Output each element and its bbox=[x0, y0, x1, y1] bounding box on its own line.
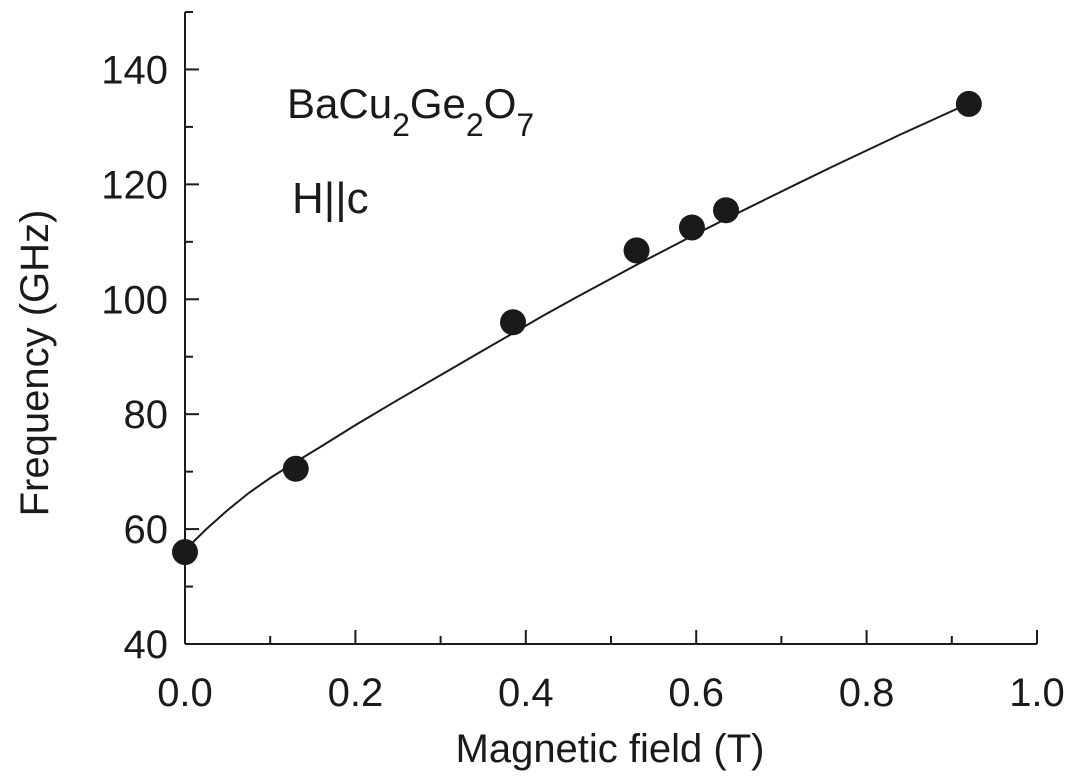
tick-labels: 0.0 0.2 0.4 0.6 0.8 1.0 40 60 80 100 120 140 bbox=[101, 48, 1065, 715]
x-tick-label: 1.0 bbox=[1009, 671, 1065, 715]
formula-subscript: 7 bbox=[516, 107, 534, 143]
y-axis-title: Frequency (GHz) bbox=[13, 210, 57, 517]
data-point bbox=[500, 309, 527, 336]
axes bbox=[184, 11, 1038, 645]
fit-curve-line bbox=[184, 102, 970, 553]
formula-element: O bbox=[484, 80, 517, 127]
formula-subscript: 2 bbox=[466, 107, 484, 143]
y-tick-label: 120 bbox=[101, 163, 168, 207]
data-point bbox=[172, 539, 198, 566]
data-point bbox=[678, 214, 705, 241]
compound-formula-label: BaCu2Ge2O7 bbox=[287, 80, 534, 143]
formula-subscript: 2 bbox=[392, 107, 410, 143]
y-tick-label: 80 bbox=[124, 393, 169, 437]
x-axis-title: Magnetic field (T) bbox=[456, 727, 765, 771]
formula-element: BaCu bbox=[287, 80, 392, 127]
data-point bbox=[713, 197, 740, 224]
data-points bbox=[172, 90, 982, 566]
field-orientation-label: H||c bbox=[292, 174, 369, 223]
formula-element: Ge bbox=[410, 80, 466, 127]
data-point bbox=[623, 237, 650, 264]
data-point bbox=[282, 455, 309, 482]
y-tick-label: 40 bbox=[124, 623, 169, 667]
y-tick-label: 100 bbox=[101, 278, 168, 322]
x-tick-label: 0.4 bbox=[498, 671, 554, 715]
x-tick-label: 0.8 bbox=[839, 671, 895, 715]
data-point bbox=[955, 90, 982, 117]
y-tick-label: 60 bbox=[124, 508, 169, 552]
x-tick-label: 0.2 bbox=[328, 671, 384, 715]
x-tick-label: 0.6 bbox=[668, 671, 724, 715]
fit-curve bbox=[184, 102, 970, 553]
x-tick-label: 0.0 bbox=[157, 671, 213, 715]
y-tick-label: 140 bbox=[101, 48, 168, 92]
